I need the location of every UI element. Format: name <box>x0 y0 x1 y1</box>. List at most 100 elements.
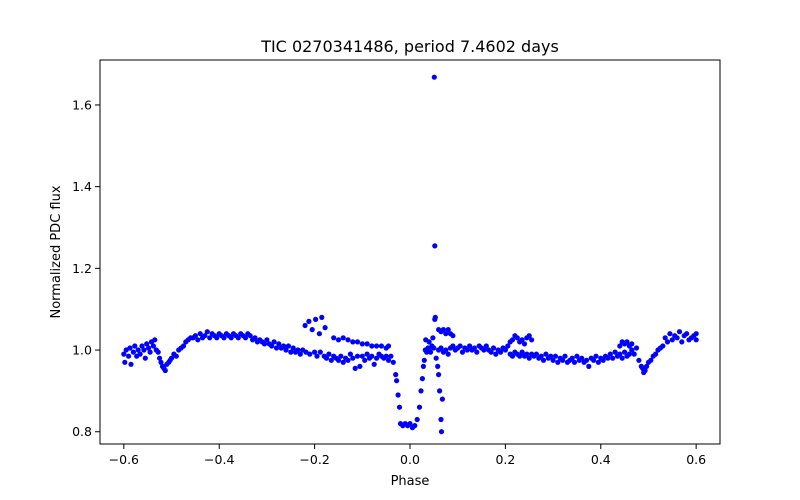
data-point <box>328 357 334 363</box>
data-point <box>146 345 152 351</box>
data-point <box>412 423 418 429</box>
data-point <box>679 339 685 345</box>
data-point <box>390 359 396 365</box>
data-point <box>157 355 163 361</box>
data-point <box>335 337 342 343</box>
data-point <box>438 429 445 435</box>
data-point <box>498 349 504 355</box>
data-point <box>354 339 361 345</box>
data-point <box>345 337 351 343</box>
data-point <box>662 335 668 341</box>
data-point <box>517 353 523 359</box>
data-point <box>261 341 268 347</box>
chart-title: TIC 0270341486, period 7.4602 days <box>260 37 559 56</box>
data-point <box>150 343 156 349</box>
y-axis-ticks: 0.8 1.0 1.2 1.4 1.6 <box>72 97 100 439</box>
data-point <box>369 343 375 349</box>
data-point <box>235 335 241 341</box>
data-point <box>488 349 494 355</box>
data-point <box>445 351 451 357</box>
data-point <box>142 355 148 361</box>
data-point <box>676 329 683 335</box>
data-point <box>269 343 275 349</box>
y-axis-label: Normalized PDC flux <box>49 185 64 318</box>
data-point <box>281 343 287 349</box>
data-point <box>385 343 392 349</box>
data-point <box>438 416 444 423</box>
data-point <box>192 333 198 339</box>
x-tick-label: 0.0 <box>400 452 420 467</box>
data-point <box>607 351 613 357</box>
data-point <box>340 335 346 341</box>
data-point <box>383 353 389 359</box>
data-point <box>591 357 597 363</box>
data-point <box>674 335 680 341</box>
data-point <box>610 355 616 361</box>
data-point <box>338 353 344 359</box>
data-point <box>667 331 673 337</box>
data-point <box>483 343 489 349</box>
data-point <box>533 351 540 357</box>
data-point <box>505 343 511 349</box>
data-point <box>433 355 439 361</box>
data-point <box>195 337 201 343</box>
data-point <box>128 361 134 367</box>
data-point <box>326 351 332 357</box>
data-point <box>569 355 575 361</box>
data-point <box>526 355 532 361</box>
data-point <box>132 343 138 349</box>
data-point <box>252 335 258 341</box>
data-point <box>450 343 456 349</box>
data-point <box>395 392 401 398</box>
data-point <box>180 343 187 349</box>
data-point <box>385 357 392 363</box>
data-point <box>173 353 179 359</box>
y-tick-label: 1.0 <box>72 343 92 358</box>
data-point <box>359 341 365 347</box>
data-point <box>605 355 611 361</box>
data-point <box>362 357 368 363</box>
data-point <box>593 353 599 359</box>
data-point <box>619 355 625 361</box>
data-point <box>631 351 637 357</box>
data-point <box>622 349 628 355</box>
data-point <box>323 355 330 361</box>
x-axis-ticks: −0.6 −0.4 −0.2 0.0 0.2 0.4 0.6 <box>109 444 706 467</box>
data-point <box>574 353 580 359</box>
data-point <box>524 351 530 357</box>
data-point <box>435 363 441 369</box>
data-point <box>693 331 699 337</box>
data-point <box>317 349 323 355</box>
data-point <box>371 361 377 367</box>
data-point <box>471 345 477 351</box>
data-point <box>352 365 358 371</box>
data-point <box>335 357 342 363</box>
data-point <box>555 359 561 365</box>
data-point <box>526 333 532 339</box>
data-point <box>158 359 164 365</box>
data-point <box>459 349 466 355</box>
data-point <box>322 325 328 331</box>
data-point <box>420 363 426 369</box>
data-point <box>436 372 442 378</box>
data-point <box>357 363 363 369</box>
data-point <box>359 353 365 359</box>
data-point <box>283 347 289 353</box>
data-point <box>202 333 208 339</box>
data-point <box>297 351 303 357</box>
data-point <box>579 355 585 361</box>
data-point <box>612 349 618 355</box>
data-point <box>152 337 158 343</box>
data-point <box>629 341 635 347</box>
data-point <box>350 339 356 345</box>
data-point <box>204 329 210 335</box>
data-point <box>126 353 132 359</box>
data-point <box>364 341 370 347</box>
data-point <box>378 343 384 349</box>
data-point <box>467 343 473 349</box>
x-tick-label: 0.2 <box>495 452 515 467</box>
data-point <box>427 349 434 355</box>
data-point <box>669 337 675 343</box>
data-point <box>319 314 325 320</box>
